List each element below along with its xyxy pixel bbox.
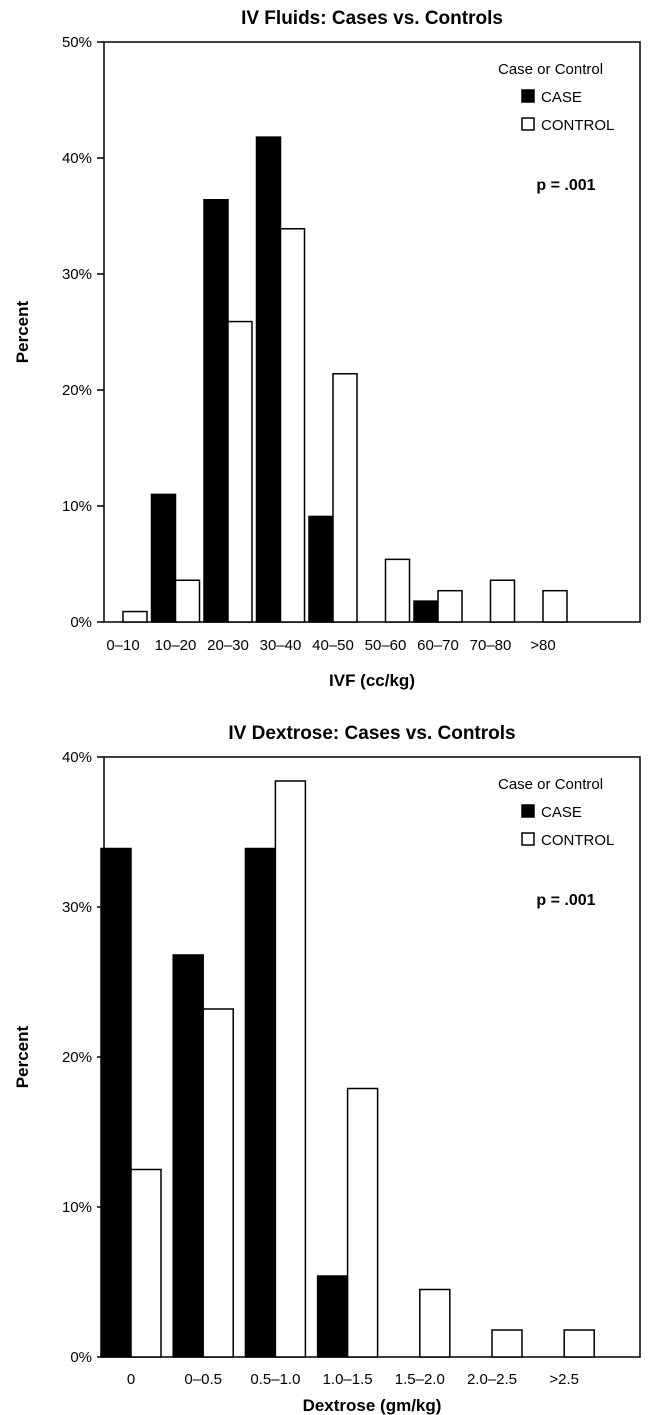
y-tick-label: 30% (62, 266, 92, 283)
legend-label-control: CONTROL (541, 832, 614, 849)
control-bar-3 (279, 228, 306, 623)
x-tick-label: 20–30 (207, 637, 249, 654)
y-axis-title: Percent (13, 300, 32, 363)
y-tick-label: 0% (70, 1349, 92, 1366)
p-value-annotation: p = .001 (536, 892, 595, 909)
legend-swatch-control (521, 117, 535, 131)
case-bar-1 (150, 493, 177, 623)
case-bar-2 (203, 199, 229, 623)
control-bar-0 (130, 1168, 162, 1358)
control-bar-4 (419, 1288, 451, 1358)
legend-label-case: CASE (541, 89, 582, 106)
legend-label-control: CONTROL (541, 117, 614, 134)
control-bar-2 (274, 780, 307, 1358)
y-tick-label: 10% (62, 1199, 92, 1216)
x-tick-label: 1.0–1.5 (323, 1371, 373, 1388)
case-bar-3 (255, 136, 282, 623)
control-bar-5 (384, 558, 411, 623)
control-bar-2 (227, 320, 253, 623)
ivf-chart-svg: IV Fluids: Cases vs. Controls 0% 10% 20% 30%… (13, 8, 641, 690)
ivf-chart: IV Fluids: Cases vs. Controls 0% 10% 20% 30%… (0, 0, 655, 700)
x-tick-label: 0 (127, 1371, 135, 1388)
legend-swatch-case (521, 89, 535, 103)
y-tick-label: 40% (62, 150, 92, 167)
y-tick-label: 10% (62, 498, 92, 515)
x-tick-label: 1.5–2.0 (395, 1371, 445, 1388)
control-bar-5 (491, 1329, 523, 1358)
dextrose-chart-svg: IV Dextrose: Cases vs. Controls 0% 10% 20% 3… (13, 723, 641, 1415)
x-axis-title: Dextrose (gm/kg) (303, 1396, 442, 1415)
control-bar-6 (437, 589, 463, 623)
dextrose-chart: IV Dextrose: Cases vs. Controls 0% 10% 20% 3… (0, 715, 655, 1415)
case-bar-4 (308, 515, 334, 623)
x-tick-label: 50–60 (365, 637, 407, 654)
y-axis-title: Percent (13, 1025, 32, 1088)
y-tick-label: 50% (62, 34, 92, 51)
y-tick-label: 30% (62, 899, 92, 916)
control-bar-0 (122, 610, 148, 623)
x-tick-label: 0–10 (106, 637, 139, 654)
x-tick-label: 60–70 (417, 637, 459, 654)
case-bar-3 (316, 1275, 349, 1358)
x-tick-label: 2.0–2.5 (467, 1371, 517, 1388)
control-bar-4 (332, 373, 358, 623)
legend-label-case: CASE (541, 804, 582, 821)
legend-swatch-case (521, 804, 535, 818)
x-tick-label: 10–20 (155, 637, 197, 654)
x-axis-title: IVF (cc/kg) (329, 671, 415, 690)
x-tick-label: 0–0.5 (184, 1371, 222, 1388)
x-tick-label: >80 (530, 637, 555, 654)
control-bar-1 (202, 1008, 234, 1358)
x-tick-label: 70–80 (470, 637, 512, 654)
x-tick-label: 0.5–1.0 (250, 1371, 300, 1388)
x-tick-label: 40–50 (312, 637, 354, 654)
legend-title: Case or Control (498, 61, 603, 78)
control-bar-8 (542, 589, 568, 623)
control-bar-7 (489, 579, 516, 623)
case-bar-2 (244, 847, 277, 1358)
plot-frame (103, 41, 641, 623)
p-value-annotation: p = .001 (536, 177, 595, 194)
case-bar-6 (413, 600, 439, 623)
y-tick-label: 20% (62, 1049, 92, 1066)
control-bar-6 (563, 1329, 595, 1358)
legend-title: Case or Control (498, 776, 603, 793)
x-tick-label: 30–40 (260, 637, 302, 654)
y-tick-label: 40% (62, 749, 92, 766)
case-bar-0 (100, 847, 132, 1358)
chart-title: IV Fluids: Cases vs. Controls (241, 8, 503, 29)
x-tick-label: >2.5 (549, 1371, 579, 1388)
legend-swatch-control (521, 832, 535, 846)
control-bar-1 (174, 579, 201, 623)
case-bar-1 (172, 954, 204, 1358)
y-tick-label: 20% (62, 382, 92, 399)
y-tick-label: 0% (70, 614, 92, 631)
chart-title: IV Dextrose: Cases vs. Controls (228, 723, 515, 744)
control-bar-3 (346, 1087, 379, 1358)
